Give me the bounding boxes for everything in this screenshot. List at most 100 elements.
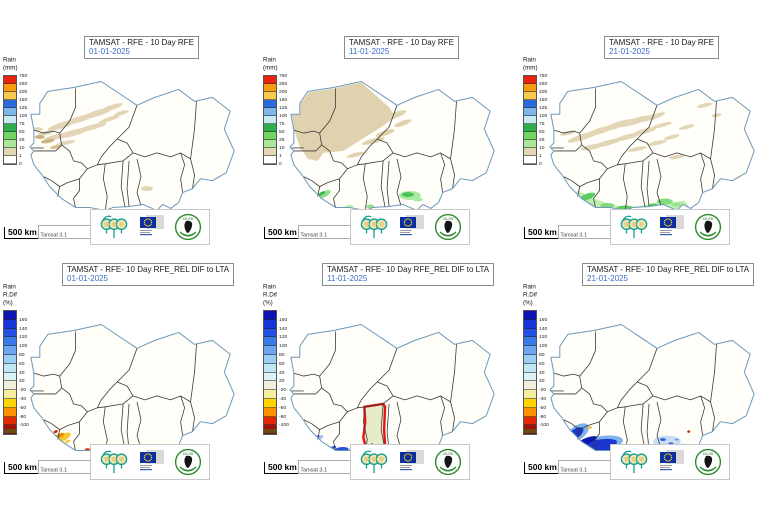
legend-color-cell xyxy=(264,354,276,364)
legend-tick-label: 100 xyxy=(19,343,28,349)
logo-strip: CILSS xyxy=(90,444,210,480)
panel-title-box: TAMSAT - RFE - 10 Day RFE 11-01-2025 xyxy=(344,36,459,59)
legend-tick-label: -100 xyxy=(279,422,289,428)
legend-tick-label: -60 xyxy=(19,404,27,411)
panel-title: TAMSAT - RFE - 10 Day RFE xyxy=(609,38,714,47)
panel-title: TAMSAT - RFE- 10 Day RFE_REL DIF to LTA xyxy=(67,265,230,274)
legend-color-cell xyxy=(524,124,536,132)
legend-color-cell xyxy=(264,108,276,116)
legend-header-line: R.Dif xyxy=(3,291,17,299)
legend-tick-label: -80 xyxy=(279,413,287,420)
legend-color-cell xyxy=(4,124,16,132)
legend-tick-label: 150 xyxy=(539,96,548,103)
svg-text:CILSS: CILSS xyxy=(443,217,454,221)
legend-color-cell xyxy=(264,156,276,164)
logo-strip: CILSS xyxy=(90,209,210,245)
legend-color-cell xyxy=(4,132,16,140)
legend-color-cell xyxy=(4,92,16,100)
legend-tick-label: 50 xyxy=(19,128,25,135)
legend-color-cell xyxy=(4,425,16,435)
legend-color-cell xyxy=(4,100,16,108)
legend-tick-label: 160 xyxy=(19,316,28,323)
west-africa-map xyxy=(29,324,235,454)
legend-color-cell xyxy=(524,363,536,373)
legend-tick-label: 750 xyxy=(19,72,28,79)
legend-color-cell xyxy=(524,132,536,140)
legend-color-cell xyxy=(264,92,276,100)
legend-color-cell xyxy=(524,372,536,382)
agrhymet-logo xyxy=(98,448,130,476)
svg-text:CILSS: CILSS xyxy=(703,217,714,221)
legend-tick-label: 160 xyxy=(279,316,288,323)
legend-tick-label: -20 xyxy=(19,387,27,393)
legend-color-cell xyxy=(524,148,536,156)
logo-strip: CILSS xyxy=(610,209,730,245)
legend-tick-label: 120 xyxy=(19,334,28,340)
agrhymet-logo xyxy=(618,448,650,476)
legend-tick-label: 40 xyxy=(279,369,285,376)
map-panel: TAMSAT - RFE - 10 Day RFE 01-01-2025 Rai… xyxy=(0,20,260,255)
legend-color-cell xyxy=(4,156,16,164)
legend-colorbar: ··· 160 140 120 100 80 60 40 20 -20 -40 -60 -80 -100 ·… xyxy=(263,308,289,436)
eu-flag-logo xyxy=(397,449,427,475)
legend-color-cell xyxy=(524,398,536,408)
panel-date: 11-01-2025 xyxy=(327,274,368,283)
color-legend: Rain R.Dif (%) ··· 160 140 120 100 80 60 40 20 -20 -… xyxy=(263,283,289,436)
legend-color-cell xyxy=(524,425,536,435)
legend-tick-label: 1 xyxy=(19,152,22,159)
legend-tick-label: 140 xyxy=(19,325,28,332)
legend-color-cell xyxy=(524,381,536,391)
legend-color-cell xyxy=(4,76,16,84)
legend-color-cell xyxy=(264,381,276,391)
legend-header-line: (mm) xyxy=(3,64,18,72)
map-canvas xyxy=(278,66,516,218)
legend-color-cell xyxy=(4,148,16,156)
legend-tick-label: -100 xyxy=(539,422,549,428)
legend-color-cell xyxy=(264,124,276,132)
map-canvas xyxy=(278,309,516,461)
legend-color-cell xyxy=(524,328,536,338)
legend-tick-label: 60 xyxy=(539,360,545,367)
legend-tick-label: 250 xyxy=(19,80,28,87)
legend-color-cell xyxy=(264,372,276,382)
legend-color-cell xyxy=(264,346,276,355)
legend-tick-label: ··· xyxy=(539,307,544,314)
legend-color-cell xyxy=(264,76,276,84)
version-label: Tamsat 3.1 xyxy=(40,466,67,473)
map-panel: TAMSAT - RFE- 10 Day RFE_REL DIF to LTA … xyxy=(0,255,260,490)
legend-tick-label: 80 xyxy=(279,351,285,358)
legend-tick-label: 100 xyxy=(279,112,288,119)
legend-tick-label: 200 xyxy=(279,88,288,95)
legend-tick-label: 140 xyxy=(279,325,288,332)
legend-tick-label: 50 xyxy=(279,128,285,135)
scale-bar: 500 km xyxy=(4,227,41,239)
legend-color-cell xyxy=(4,416,16,426)
legend-tick-label: 120 xyxy=(539,334,548,340)
version-label: Tamsat 3.1 xyxy=(40,231,67,238)
eu-flag-logo xyxy=(397,214,427,240)
legend-header-line: (%) xyxy=(3,299,13,307)
legend-color-cell xyxy=(264,337,276,347)
legend-color-cell xyxy=(524,108,536,116)
legend-header-line: R.Dif xyxy=(263,291,277,299)
color-legend: Rain R.Dif (%) ··· 160 140 120 100 80 60 40 20 -20 -… xyxy=(523,283,549,436)
legend-tick-label: 200 xyxy=(19,88,28,95)
scale-bar: 500 km xyxy=(264,227,301,239)
legend-tick-label: ··· xyxy=(279,431,284,437)
legend-colorbar: 750 250 200 150 125 100 75 50 25 10 1 0 xyxy=(523,73,547,166)
legend-tick-label: 120 xyxy=(279,334,288,340)
legend-tick-label: 750 xyxy=(539,72,548,79)
legend-tick-label: 140 xyxy=(539,325,548,332)
legend-color-cell xyxy=(524,76,536,84)
legend-tick-label: 250 xyxy=(539,80,548,87)
legend-header-line: (mm) xyxy=(263,64,278,72)
legend-color-cell xyxy=(264,140,276,148)
legend-tick-label: 60 xyxy=(279,360,285,367)
legend-tick-label: -100 xyxy=(19,422,29,428)
legend-color-cell xyxy=(264,407,276,417)
color-legend: Rain (mm) 750 250 200 150 125 100 75 50 25 10 1 0 xyxy=(3,56,27,166)
color-legend: Rain (mm) 750 250 200 150 125 100 75 50 25 10 1 0 xyxy=(523,56,547,166)
legend-tick-label: 25 xyxy=(279,136,285,143)
legend-color-cell xyxy=(524,354,536,364)
